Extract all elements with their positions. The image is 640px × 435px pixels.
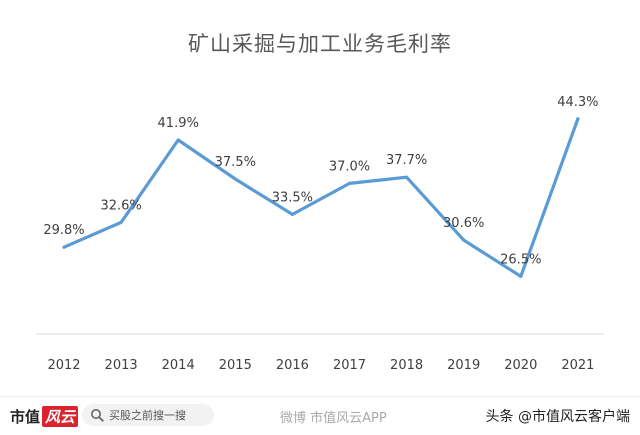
x-tick-label-2020: 2020 [504,358,537,373]
data-label-2016: 33.5% [272,190,313,205]
logo-text: 市值 [10,407,41,426]
series-line [62,117,580,278]
toutiao-channel-label: 头条 @市值风云客户端 [485,409,630,425]
data-point-2021 [576,117,580,121]
search-input[interactable]: 买股之前搜一搜 [82,404,214,426]
x-tick-label-2021: 2021 [561,358,594,373]
chart-title: 矿山采掘与加工业务毛利率 [188,32,452,56]
data-label-2019: 30.6% [443,216,484,231]
logo-mark: 风云 [42,405,79,427]
data-label-2013: 32.6% [100,198,141,213]
data-label-2021: 44.3% [557,95,598,110]
data-point-2015 [233,177,237,181]
x-tick-label-2013: 2013 [105,358,138,373]
brand-logo: 市值 风云 [10,405,79,427]
x-tick-label-2017: 2017 [333,358,366,373]
weibo-source-label: 微博 市值风云APP [280,411,387,426]
x-tick-label-2014: 2014 [162,358,195,373]
data-label-2017: 37.0% [329,159,370,174]
data-point-2018 [405,175,409,179]
line-chart: 29.8% 32.6% 41.9% 37.5% 33.5% 37.0% 37.7% 30.6%… [36,95,604,373]
x-tick-label-2018: 2018 [390,358,423,373]
data-label-2015: 37.5% [215,155,256,170]
search-placeholder: 买股之前搜一搜 [109,409,186,422]
footer-bar: 市值 风云 买股之前搜一搜 微博 市值风云APP 头条 @市值风云客户端 [0,396,640,435]
data-label-2014: 41.9% [158,116,199,131]
data-point-2016 [290,212,294,216]
data-label-2020: 26.5% [500,252,541,267]
search-icon [91,409,104,422]
x-tick-label-2016: 2016 [276,358,309,373]
data-label-2012: 29.8% [43,223,84,238]
data-point-2019 [462,238,466,242]
x-tick-label-2019: 2019 [447,358,480,373]
data-point-2014 [176,138,180,142]
data-point-2017 [348,181,351,185]
chart-frame: 矿山采掘与加工业务毛利率 29.8% 32.6% 41.9% 37.5% 33.5% 37… [36,32,604,373]
data-point-2012 [62,245,66,249]
x-tick-label-2012: 2012 [47,358,80,373]
x-tick-label-2015: 2015 [219,358,252,373]
data-label-2018: 37.7% [386,153,427,168]
data-point-2020 [519,274,523,278]
data-point-2013 [119,220,123,224]
